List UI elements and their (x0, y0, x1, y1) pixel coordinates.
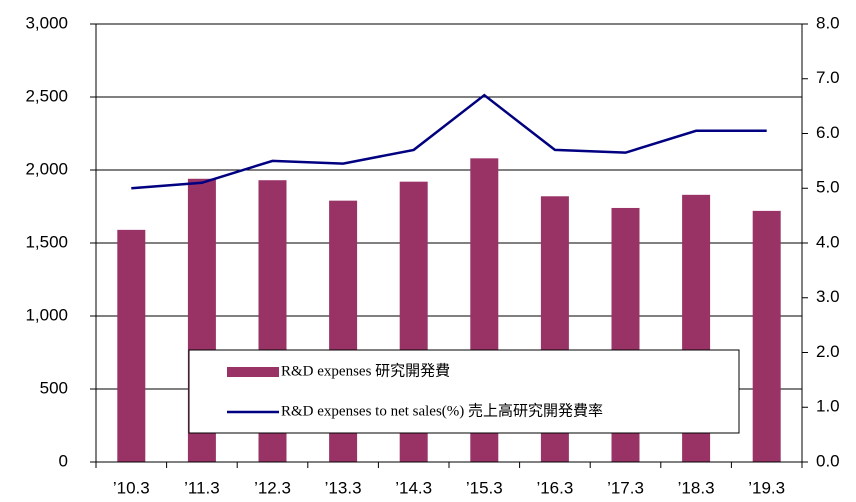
bar (752, 210, 781, 462)
line (131, 93, 767, 190)
y-tick-label: 500 (40, 378, 68, 397)
legend-box (188, 349, 740, 434)
legend-label: R&D expenses to net sales(%) 売上高研究開発費率 (281, 402, 603, 419)
x-tick-label: ’13.3 (325, 478, 362, 497)
y-tick-label: 0 (59, 451, 68, 470)
y2-tick-label: 8.0 (816, 13, 840, 32)
y2-tick-label: 2.0 (816, 342, 840, 361)
y-tick-label: 1,000 (25, 305, 68, 324)
legend-label: R&D expenses 研究開発費 (281, 362, 450, 379)
x-tick-label: ’12.3 (254, 478, 291, 497)
y-tick-label: 1,500 (25, 232, 68, 251)
x-tick-label: ’15.3 (466, 478, 503, 497)
legend: R&D expenses 研究開発費 R&D expenses to net sa… (188, 349, 740, 434)
y-tick-label: 2,500 (25, 86, 68, 105)
y-tick-label: 3,000 (25, 13, 68, 32)
x-tick-label: ’18.3 (678, 478, 715, 497)
y2-tick-label: 7.0 (816, 68, 840, 87)
x-tick-label: ’11.3 (184, 478, 220, 497)
legend-swatch (227, 367, 279, 377)
y2-tick-label: 3.0 (816, 287, 840, 306)
x-tick-label: ’17.3 (607, 478, 644, 497)
bar (117, 229, 146, 462)
x-tick-label: ’10.3 (113, 478, 150, 497)
y2-tick-label: 1.0 (816, 397, 840, 416)
y2-tick-label: 6.0 (816, 123, 840, 142)
y-tick-label: 2,000 (25, 159, 68, 178)
y2-tick-label: 5.0 (816, 178, 840, 197)
y2-tick-label: 4.0 (816, 232, 840, 251)
x-tick-label: ’16.3 (536, 478, 573, 497)
x-tick-label: ’14.3 (395, 478, 432, 497)
y2-tick-label: 0.0 (816, 451, 840, 470)
x-tick-label: ’19.3 (748, 478, 785, 497)
